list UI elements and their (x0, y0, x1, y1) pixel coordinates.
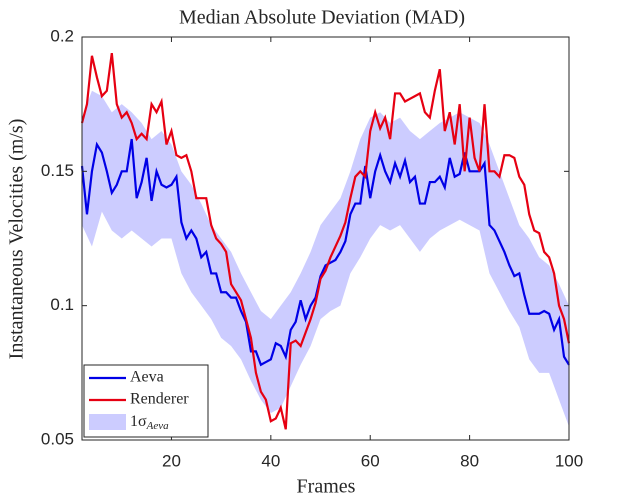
y-tick-label: 0.15 (41, 161, 74, 180)
legend-label: Renderer (130, 391, 189, 408)
x-tick-label: 80 (460, 451, 479, 470)
y-tick-label: 0.2 (50, 26, 74, 45)
x-tick-label: 40 (261, 451, 280, 470)
x-tick-label: 20 (162, 451, 181, 470)
legend-label: Aeva (130, 369, 164, 386)
y-tick-label: 0.1 (50, 295, 74, 314)
chart-title: Median Absolute Deviation (MAD) (179, 7, 465, 29)
series-line (80, 138, 570, 367)
x-tick-label: 60 (361, 451, 380, 470)
legend-swatch (89, 414, 126, 430)
x-tick-label: 100 (555, 451, 583, 470)
legend-label: 1σAeva (130, 413, 169, 432)
series-line (80, 52, 571, 430)
y-axis-label: Instantaneous Velocities (m/s) (6, 119, 28, 360)
axes-box (81, 36, 570, 441)
x-axis-label: Frames (297, 476, 356, 498)
legend-label-sub: Aeva (146, 420, 169, 432)
y-tick-label: 0.05 (41, 429, 74, 448)
legend-label-main: 1σ (130, 413, 147, 430)
